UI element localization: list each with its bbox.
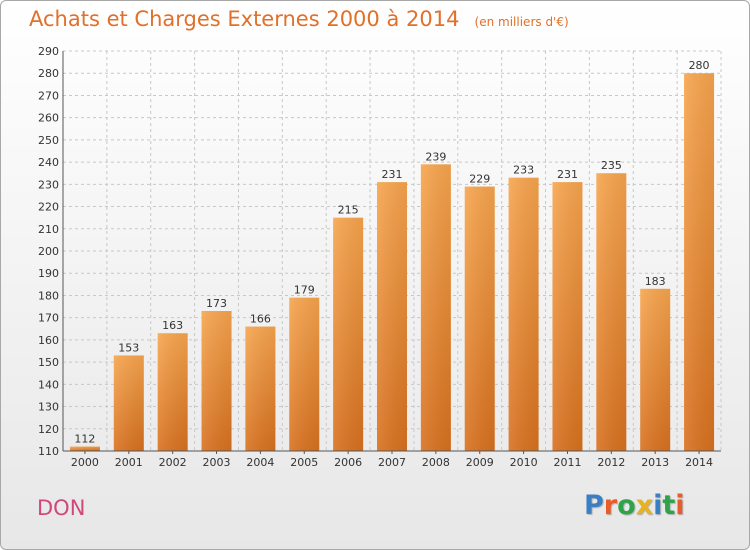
value-label: 183	[645, 275, 666, 288]
title-row: Achats et Charges Externes 2000 à 2014 (…	[29, 7, 569, 31]
y-tick-label: 260	[38, 112, 59, 125]
value-label: 112	[74, 433, 95, 446]
logo-letter: x	[635, 490, 654, 521]
bar-shade	[552, 182, 583, 451]
y-tick-label: 210	[38, 223, 59, 236]
bar-shade	[113, 355, 144, 451]
x-tick-label: 2004	[246, 456, 274, 469]
y-tick-label: 130	[38, 401, 59, 414]
bar-shade	[420, 164, 451, 452]
x-tick-label: 2000	[71, 456, 99, 469]
x-tick-label: 2009	[466, 456, 494, 469]
y-tick-label: 220	[38, 201, 59, 214]
x-tick-label: 2005	[290, 456, 318, 469]
logo-letter: o	[617, 490, 636, 521]
bar-shade	[508, 177, 539, 451]
y-tick-label: 200	[38, 245, 59, 258]
bars-layer	[69, 73, 715, 452]
y-tick-label: 180	[38, 289, 59, 302]
x-tick-label: 2008	[422, 456, 450, 469]
x-tick-label: 2001	[115, 456, 143, 469]
value-label: 231	[557, 168, 578, 181]
x-tick-label: 2013	[641, 456, 669, 469]
chart-unit: (en milliers d'€)	[474, 15, 569, 29]
y-tick-label: 250	[38, 134, 59, 147]
value-label: 233	[513, 164, 534, 177]
bar-shade	[157, 333, 188, 451]
value-label: 179	[294, 284, 315, 297]
value-label: 280	[689, 59, 710, 72]
bar-shade	[464, 186, 495, 452]
axis-layer: 110 120 130 140 150 160 170 180 190 200 210 220 230 2…	[38, 45, 721, 469]
bar-shade	[333, 217, 364, 451]
bar-shade	[69, 446, 100, 451]
bar-shade	[377, 182, 407, 451]
y-tick-label: 170	[38, 312, 59, 325]
y-tick-label: 160	[38, 334, 59, 347]
x-tick-label: 2002	[159, 456, 187, 469]
y-tick-label: 240	[38, 156, 59, 169]
y-tick-label: 120	[38, 423, 59, 436]
x-tick-label: 2007	[378, 456, 406, 469]
x-tick-label: 2003	[203, 456, 231, 469]
value-label: 166	[250, 313, 271, 326]
bar-shade	[289, 297, 320, 451]
x-tick-label: 2012	[597, 456, 625, 469]
y-tick-label: 290	[38, 45, 59, 58]
logo-letter: t	[662, 490, 676, 521]
y-tick-label: 270	[38, 89, 59, 102]
value-label: 173	[206, 297, 227, 310]
x-tick-label: 2006	[334, 456, 362, 469]
value-label: 215	[338, 204, 359, 217]
chart-title: Achats et Charges Externes 2000 à 2014	[29, 7, 460, 31]
bar-shade	[596, 173, 627, 451]
place-name: DON	[37, 496, 86, 520]
value-label: 229	[469, 173, 490, 186]
x-tick-label: 2011	[553, 456, 581, 469]
logo-letter: i	[653, 490, 663, 521]
y-tick-label: 140	[38, 378, 59, 391]
logo-letter: P	[584, 490, 604, 521]
bar-shade	[640, 288, 671, 451]
x-tick-label: 2014	[685, 456, 713, 469]
y-tick-label: 230	[38, 178, 59, 191]
value-label: 231	[382, 168, 403, 181]
logo-letter: r	[603, 490, 618, 521]
value-label: 239	[425, 150, 446, 163]
y-tick-label: 110	[38, 445, 59, 458]
value-label: 153	[118, 341, 139, 354]
x-tick-label: 2010	[510, 456, 538, 469]
y-tick-label: 190	[38, 267, 59, 280]
bar-shade	[245, 326, 276, 451]
logo-letter: i	[675, 490, 685, 521]
bar-shade	[201, 311, 232, 451]
y-tick-label: 280	[38, 67, 59, 80]
proxiti-logo: Proxiti	[584, 490, 685, 521]
value-label: 163	[162, 319, 183, 332]
bar-shade	[684, 73, 715, 451]
y-tick-label: 150	[38, 356, 59, 369]
value-label: 235	[601, 159, 622, 172]
